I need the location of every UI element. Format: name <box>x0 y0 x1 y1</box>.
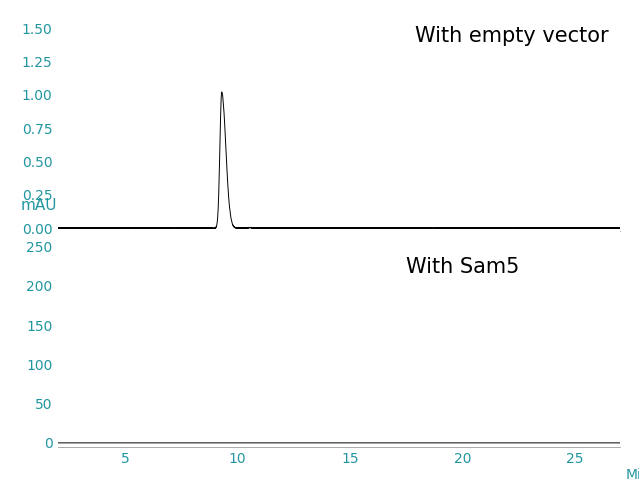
Text: Min.: Min. <box>626 468 639 483</box>
Text: With Sam5: With Sam5 <box>406 257 519 277</box>
Text: mAU: mAU <box>21 198 58 214</box>
Text: With empty vector: With empty vector <box>415 26 608 46</box>
